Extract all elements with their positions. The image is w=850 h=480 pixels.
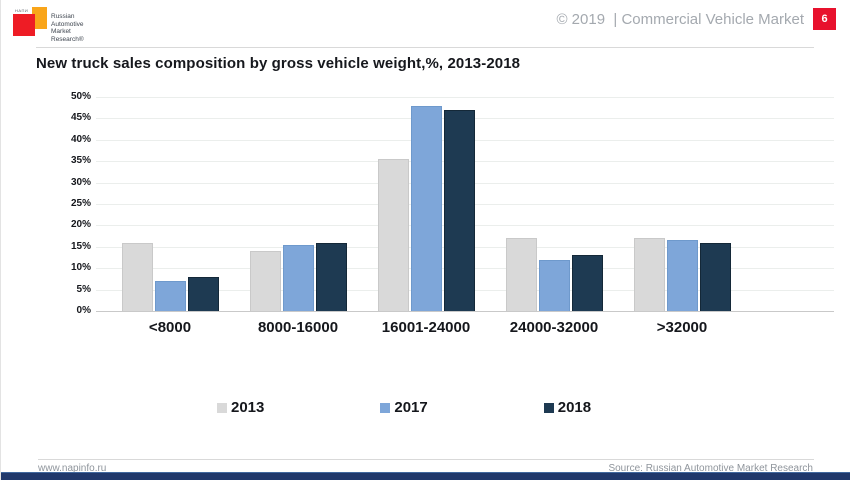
- legend-swatch-2018: [543, 402, 554, 413]
- y-tick-label: 45%: [70, 112, 91, 124]
- y-tick-label: 10%: [70, 262, 91, 274]
- y-tick-label: 15%: [70, 240, 91, 252]
- bar-2017-group-0: [155, 281, 186, 311]
- logo-orange-square: [32, 7, 47, 29]
- x-category-label: <8000: [148, 319, 192, 336]
- bar-group-0: [122, 242, 219, 311]
- legend-label: 2013: [231, 399, 265, 416]
- logo-line: Automotive: [51, 20, 84, 28]
- bar-2017-group-1: [283, 244, 314, 311]
- legend-label: 2018: [557, 399, 592, 416]
- bar-group-3: [506, 238, 603, 311]
- y-tick-label: 0%: [76, 305, 91, 316]
- bar-group-2: [378, 105, 475, 311]
- footer-divider: [38, 459, 814, 460]
- bar-2018-group-0: [188, 276, 219, 311]
- bar-2013-group-2: [378, 159, 409, 311]
- logo-red-square: [13, 14, 35, 36]
- bar-2018-group-1: [316, 242, 347, 311]
- bar-2018-group-2: [444, 109, 475, 311]
- y-tick-label: 25%: [70, 198, 91, 209]
- napi-logo-caption: НАПИ: [15, 8, 29, 13]
- legend-swatch-2017: [380, 402, 391, 413]
- copyright-text: © 2019 | Commercial Vehicle Market: [556, 11, 804, 28]
- x-axis-line: [96, 311, 834, 312]
- bar-group-4: [634, 238, 731, 311]
- plot-area: <8000 8000-16000 16001-24000 24000-32000 >32…: [96, 97, 834, 336]
- bar-2013-group-1: [250, 251, 281, 311]
- legend-swatch-2013: [217, 402, 227, 413]
- y-tick-label: 50%: [70, 91, 91, 102]
- x-category-label: 16001-24000: [381, 319, 471, 336]
- chart-title: New truck sales composition by gross veh…: [36, 55, 521, 72]
- header-divider: [36, 47, 814, 48]
- bar-2013-group-3: [506, 238, 537, 311]
- bar-2017-group-4: [667, 240, 698, 311]
- bar-2018-group-4: [700, 242, 731, 311]
- x-category-label: >32000: [656, 319, 708, 336]
- source-text: Source: Russian Automotive Market Resear…: [608, 463, 813, 474]
- bar-2013-group-4: [634, 238, 665, 311]
- bar-2017-group-3: [539, 259, 570, 311]
- legend-item-2013: 2013: [217, 399, 264, 416]
- y-gridline: [96, 97, 834, 98]
- y-tick-label: 20%: [70, 219, 91, 231]
- bar-2013-group-0: [122, 242, 153, 311]
- x-category-label: 8000-16000: [257, 319, 339, 336]
- y-tick-label: 40%: [70, 133, 91, 145]
- y-axis: 0% 5% 10% 15% 20% 25% 30% 35% 40% 45% 50%: [49, 91, 91, 316]
- company-logo: Russian Automotive Market Research®: [51, 13, 84, 43]
- y-tick-label: 5%: [76, 283, 91, 295]
- website-link[interactable]: www.napinfo.ru: [38, 463, 107, 474]
- bar-group-1: [250, 242, 347, 311]
- page-number-badge: 6: [813, 8, 836, 30]
- logo-line: Market: [51, 28, 71, 36]
- legend-item-2018: 2018: [543, 399, 592, 416]
- y-tick-label: 30%: [70, 176, 91, 188]
- x-category-label: 24000-32000: [509, 319, 599, 336]
- legend: 2013 2017 2018: [217, 399, 591, 416]
- legend-label: 2017: [394, 399, 428, 416]
- bottom-accent-bar: [1, 472, 850, 480]
- y-tick-label: 35%: [70, 155, 91, 167]
- legend-item-2017: 2017: [380, 399, 428, 416]
- logo-line: Russian: [51, 13, 75, 20]
- logo-line: Research®: [51, 35, 84, 43]
- bar-2018-group-3: [572, 255, 603, 311]
- bar-2017-group-2: [411, 105, 442, 311]
